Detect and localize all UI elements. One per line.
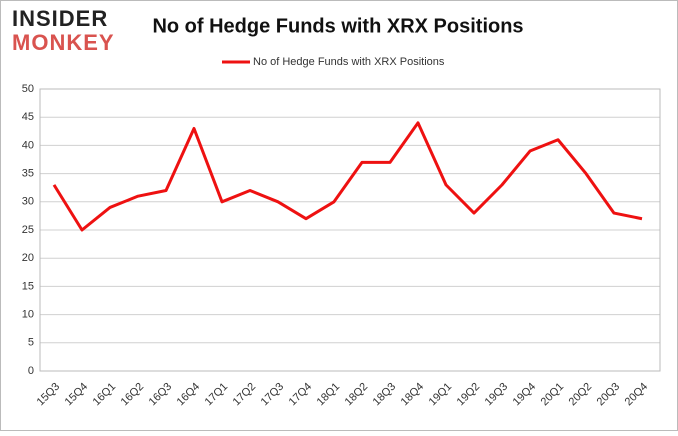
chart-title: No of Hedge Funds with XRX Positions	[152, 15, 523, 37]
y-tick-label: 30	[22, 196, 34, 208]
y-tick-label: 15	[22, 280, 34, 292]
legend-label: No of Hedge Funds with XRX Positions	[253, 56, 445, 68]
y-tick-label: 45	[22, 111, 34, 123]
logo-top: INSIDER	[12, 6, 108, 31]
plot-border	[39, 88, 661, 372]
y-tick-label: 20	[22, 252, 34, 264]
y-tick-label: 50	[22, 83, 34, 95]
y-tick-label: 0	[28, 365, 34, 377]
data-line	[52, 121, 643, 232]
y-tick-label: 10	[22, 309, 34, 321]
y-tick-label: 25	[22, 224, 34, 236]
y-tick-label: 40	[22, 139, 34, 151]
y-tick-label: 35	[22, 168, 34, 180]
logo-bottom: MONKEY	[12, 30, 115, 55]
y-tick-label: 5	[28, 337, 34, 349]
